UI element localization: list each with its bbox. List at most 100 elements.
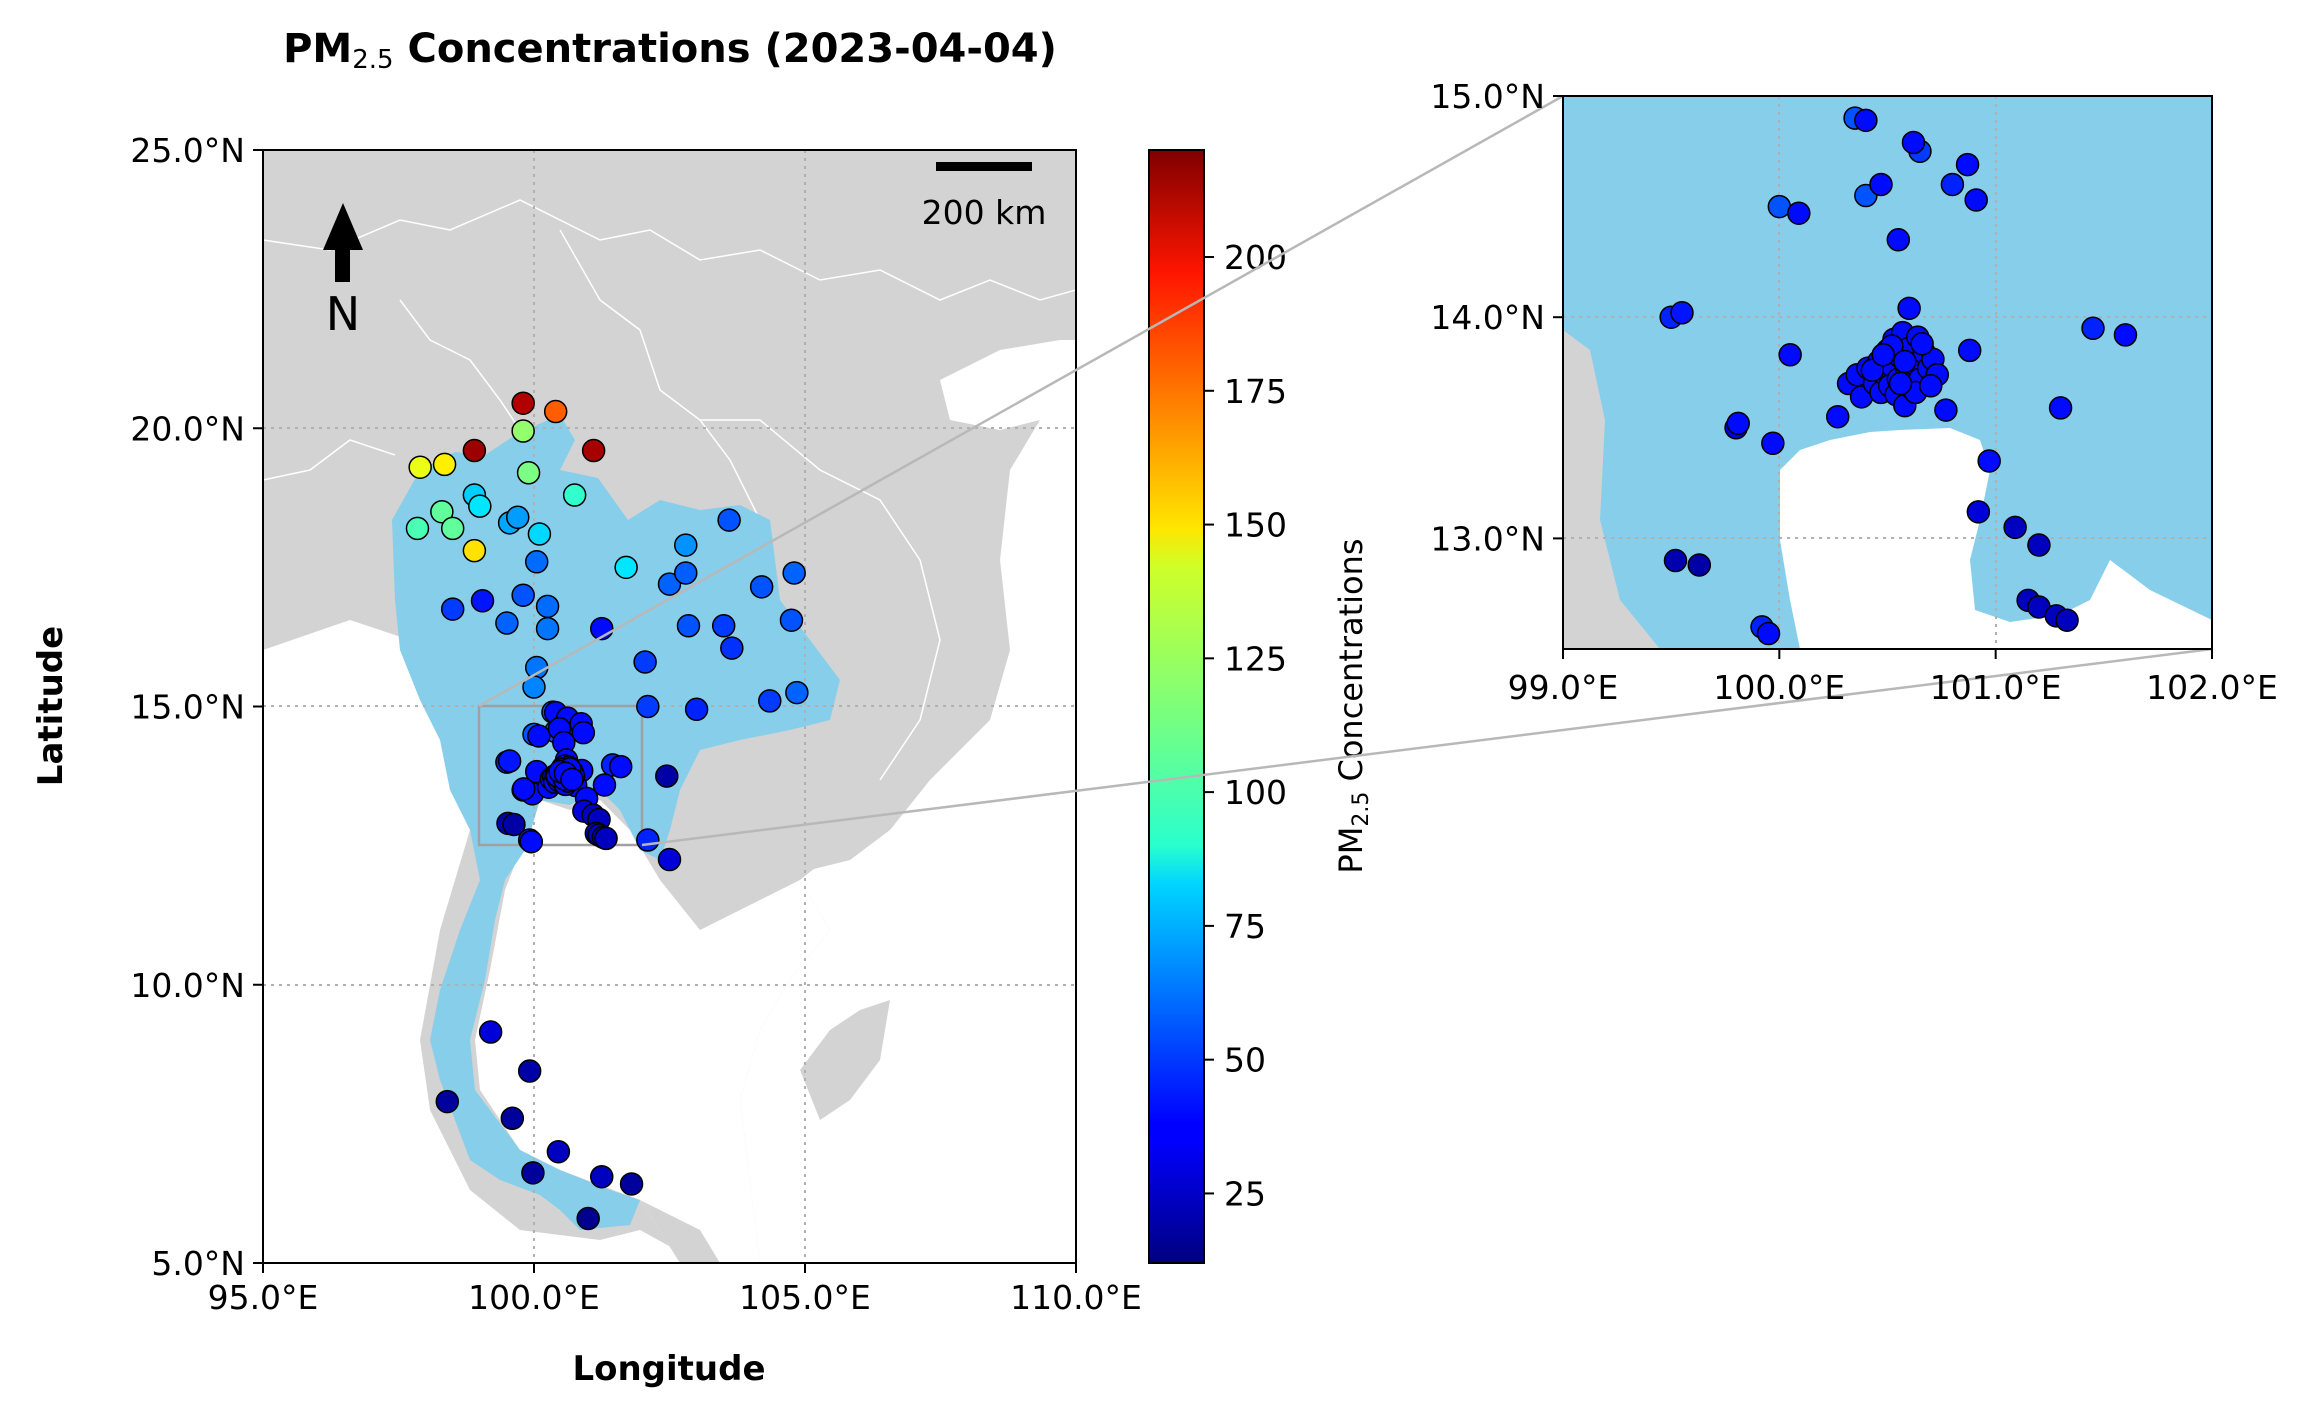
inset-map-stations bbox=[1659, 106, 2138, 646]
station-marker bbox=[562, 483, 587, 507]
inset-station-marker bbox=[1955, 152, 1980, 177]
inset-y-ticks: 13.0°N 14.0°N 15.0°N bbox=[1430, 77, 1563, 558]
inset-station-marker bbox=[2048, 396, 2073, 420]
y-tick-label: 10.0°N bbox=[130, 966, 245, 1005]
station-marker bbox=[594, 826, 618, 851]
station-marker bbox=[590, 1164, 614, 1189]
x-axis-label: Longitude bbox=[572, 1349, 765, 1389]
station-marker bbox=[758, 689, 782, 713]
colorbar-tick-label: 150 bbox=[1224, 506, 1287, 545]
station-marker bbox=[527, 522, 552, 546]
inset-y-tick-label: 14.0°N bbox=[1430, 298, 1545, 337]
station-marker bbox=[527, 724, 551, 748]
inset-station-marker bbox=[2113, 323, 2138, 347]
station-marker bbox=[676, 614, 701, 638]
malaysia-land bbox=[640, 1200, 720, 1263]
colorbar-tick-label: 175 bbox=[1224, 372, 1287, 411]
station-marker bbox=[619, 1172, 644, 1196]
station-marker bbox=[511, 583, 535, 607]
inset-station-marker bbox=[1897, 296, 1921, 321]
inset-station-marker bbox=[1761, 431, 1785, 456]
station-marker bbox=[560, 767, 584, 792]
inset-station-marker bbox=[1787, 201, 1811, 225]
station-marker bbox=[614, 555, 638, 580]
station-marker bbox=[521, 1161, 545, 1185]
inset-station-marker bbox=[1756, 621, 1781, 646]
station-marker bbox=[546, 1139, 571, 1164]
north-label: N bbox=[326, 287, 360, 341]
vietnam-south-land bbox=[800, 1000, 890, 1120]
station-marker bbox=[495, 611, 519, 635]
inset-station-marker bbox=[1910, 331, 1934, 356]
colorbar-tick-label: 125 bbox=[1224, 639, 1287, 678]
colorbar-label: PM2.5 Concentrations bbox=[1332, 538, 1374, 873]
station-marker bbox=[608, 754, 633, 779]
station-marker bbox=[571, 720, 596, 745]
station-marker bbox=[535, 616, 560, 641]
inset-station-marker bbox=[1888, 371, 1913, 396]
chart-title: PM2.5 Concentrations (2023-04-04) bbox=[283, 26, 1057, 75]
x-tick-label: 95.0°E bbox=[208, 1278, 319, 1317]
y-tick-label: 20.0°N bbox=[130, 409, 245, 448]
gulf-of-tonkin bbox=[940, 340, 1076, 430]
scale-bar-label: 200 km bbox=[922, 193, 1047, 232]
colorbar-tick-label: 25 bbox=[1224, 1174, 1266, 1213]
station-marker bbox=[711, 614, 736, 638]
station-marker bbox=[505, 505, 530, 530]
station-marker bbox=[516, 461, 541, 485]
station-marker bbox=[432, 452, 457, 477]
station-marker bbox=[497, 749, 522, 773]
station-marker bbox=[511, 777, 536, 801]
x-tick-label: 105.0°E bbox=[739, 1278, 871, 1317]
station-marker bbox=[657, 572, 682, 596]
station-marker bbox=[684, 697, 709, 722]
station-marker bbox=[462, 538, 487, 563]
station-marker bbox=[435, 1089, 460, 1114]
inset-station-marker bbox=[1901, 130, 1926, 155]
station-marker bbox=[462, 438, 487, 463]
inset-station-marker bbox=[1871, 343, 1895, 367]
inset-station-marker bbox=[1687, 553, 1712, 577]
station-marker bbox=[636, 828, 660, 852]
inset-station-marker bbox=[1670, 301, 1694, 325]
inset-x-ticks: 99.0°E 100.0°E 101.0°E 102.0°E bbox=[1508, 649, 2278, 707]
inset-station-marker bbox=[2055, 608, 2079, 632]
station-marker bbox=[468, 494, 492, 518]
station-marker bbox=[470, 589, 495, 613]
inset-station-marker bbox=[1964, 188, 1988, 212]
station-marker bbox=[674, 561, 698, 585]
inset-station-marker bbox=[1886, 228, 1911, 252]
inset-myanmar-land bbox=[1563, 330, 1660, 649]
scale-bar: 200 km bbox=[922, 162, 1047, 232]
inset-x-tick-label: 100.0°E bbox=[1713, 668, 1845, 707]
inset-x-tick-label: 99.0°E bbox=[1508, 668, 1619, 707]
y-axis-label: Latitude bbox=[31, 626, 71, 786]
north-arrow: N bbox=[323, 203, 363, 341]
inset-station-marker bbox=[2003, 515, 2027, 540]
station-marker bbox=[517, 1059, 542, 1083]
station-marker bbox=[779, 608, 804, 632]
scale-bar-line bbox=[936, 162, 1032, 171]
station-marker bbox=[782, 561, 806, 585]
inset-station-marker bbox=[1966, 500, 1991, 524]
inset-map-frame bbox=[1562, 95, 2213, 650]
colorbar-tick-label: 100 bbox=[1224, 773, 1287, 812]
station-marker bbox=[581, 438, 606, 463]
station-marker bbox=[408, 455, 432, 479]
station-marker bbox=[511, 419, 535, 443]
inset-station-marker bbox=[1957, 338, 1982, 363]
inset-station-marker bbox=[2081, 316, 2105, 341]
north-arrow-icon bbox=[323, 203, 363, 250]
inset-station-marker bbox=[1919, 374, 1943, 398]
y-tick-label: 15.0°N bbox=[130, 688, 245, 727]
inset-station-marker bbox=[1825, 404, 1850, 429]
station-marker bbox=[478, 1020, 503, 1044]
station-marker bbox=[502, 812, 526, 837]
main-map: N 200 km 95.0°E 100.0°E 105.0°E 110.0°E 5.0… bbox=[31, 131, 1142, 1389]
station-marker bbox=[717, 508, 741, 532]
x-tick-label: 110.0°E bbox=[1010, 1278, 1142, 1317]
inset-station-marker bbox=[1854, 108, 1878, 133]
inset-x-tick-label: 102.0°E bbox=[2146, 668, 2278, 707]
